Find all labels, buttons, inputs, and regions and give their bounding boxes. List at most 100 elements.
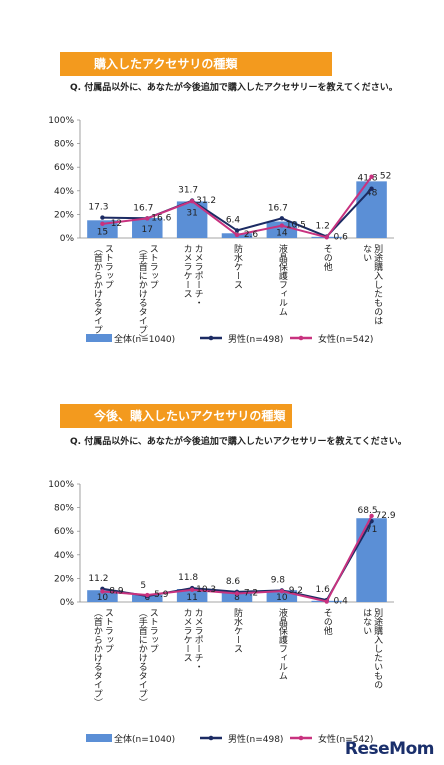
female-value-label: 0.6 bbox=[334, 232, 349, 242]
female-value-label: 0.4 bbox=[334, 597, 349, 607]
female-value-label: 52 bbox=[380, 172, 391, 182]
legend-label: 女性(n=542) bbox=[318, 733, 373, 745]
x-category-label: 別途購入したものは bbox=[372, 244, 383, 325]
bar-value-label: 48 bbox=[366, 188, 378, 198]
x-category-label: カメラポーチ・ bbox=[193, 244, 204, 307]
x-category-label: 防水ケース bbox=[232, 243, 243, 289]
bar-value-label: 31 bbox=[186, 208, 197, 218]
legend-label: 男性(n=498) bbox=[228, 333, 283, 345]
bar bbox=[266, 221, 298, 238]
bar bbox=[356, 518, 387, 602]
x-category-label: カメラケース bbox=[182, 244, 193, 298]
x-category-label: 液晶保護フィルム bbox=[277, 243, 288, 316]
x-category-label: ストラップ bbox=[103, 608, 113, 653]
bar bbox=[87, 220, 118, 238]
x-category-label: （首からかけるタイプ） bbox=[92, 608, 103, 707]
x-category-label: （手首にかけるタイプ） bbox=[137, 608, 148, 707]
male-value-label: 5 bbox=[140, 581, 146, 591]
female-value-label: 12 bbox=[111, 219, 122, 229]
y-tick-label: 60% bbox=[54, 163, 74, 173]
legend-swatch-marker bbox=[298, 735, 304, 741]
female-point bbox=[145, 592, 150, 598]
bar-value-label: 10 bbox=[276, 593, 288, 603]
male-value-label: 1.2 bbox=[316, 222, 330, 232]
male-value-label: 11.8 bbox=[178, 573, 198, 583]
y-tick-label: 60% bbox=[54, 527, 74, 537]
female-value-label: 9.2 bbox=[289, 586, 303, 596]
bar bbox=[132, 217, 163, 238]
y-tick-label: 0% bbox=[60, 234, 75, 244]
male-point bbox=[369, 186, 374, 191]
x-category-label: カメラポーチ・ bbox=[193, 608, 204, 671]
legend-swatch-marker bbox=[208, 735, 214, 741]
male-value-label: 16.7 bbox=[268, 203, 288, 213]
x-category-label: カメラケース bbox=[182, 608, 193, 662]
female-point bbox=[189, 587, 195, 593]
female-point bbox=[189, 198, 195, 204]
legend-swatch-marker bbox=[298, 335, 304, 341]
male-value-label: 68.5 bbox=[358, 506, 378, 516]
x-category-label: （首からかけるタイプ） bbox=[92, 244, 103, 343]
bar-value-label: 10 bbox=[97, 593, 109, 603]
female-point bbox=[100, 221, 105, 227]
male-value-label: 16.7 bbox=[133, 203, 153, 213]
chart2-question: Q. 付属品以外に、あなたが今後追加で購入したいアクセサリーを教えてください。 bbox=[70, 437, 407, 447]
legend-swatch-marker bbox=[208, 335, 214, 341]
x-category-label: （手首にかけるタイプ） bbox=[137, 244, 148, 343]
female-point bbox=[145, 216, 150, 221]
bar-value-label: 15 bbox=[97, 227, 108, 237]
x-category-label: 液晶保護フィルム bbox=[277, 607, 288, 680]
male-value-label: 9.8 bbox=[271, 575, 286, 585]
female-value-label: 10.3 bbox=[196, 585, 216, 595]
x-category-label: ストラップ bbox=[148, 244, 158, 289]
x-category-label: その他 bbox=[322, 244, 333, 272]
legend-label: 全体(n=1040) bbox=[114, 333, 175, 345]
female-point bbox=[324, 599, 329, 604]
bar-value-label: 17 bbox=[142, 225, 153, 235]
legend-swatch-all bbox=[86, 734, 112, 742]
female-value-label: 10.5 bbox=[286, 221, 306, 231]
x-category-label: はない bbox=[361, 608, 372, 635]
x-category-label: 防水ケース bbox=[232, 607, 243, 653]
y-tick-label: 20% bbox=[54, 574, 74, 584]
male-value-label: 11.2 bbox=[88, 574, 108, 584]
chart2-banner: 今後、購入したいアクセサリの種類 bbox=[60, 404, 292, 428]
female-value-label: 31.2 bbox=[196, 196, 216, 206]
y-tick-label: 100% bbox=[48, 480, 74, 490]
chart1-svg: 100%80%60%40%20%0%1517314144817.316.731.… bbox=[48, 116, 394, 345]
bar bbox=[266, 590, 298, 602]
legend-swatch-all bbox=[86, 334, 112, 342]
female-point bbox=[234, 232, 240, 238]
x-category-label: ストラップ bbox=[103, 244, 113, 289]
bar-value-label: 8 bbox=[234, 593, 240, 603]
bar bbox=[87, 590, 118, 602]
female-value-label: 16.6 bbox=[151, 213, 171, 223]
y-tick-label: 20% bbox=[54, 210, 74, 220]
female-value-label: 7.2 bbox=[244, 589, 258, 599]
male-point bbox=[100, 215, 105, 220]
chart2-svg: 100%80%60%40%20%0%106118107111.2511.88.6… bbox=[48, 480, 396, 745]
x-category-label: ない bbox=[361, 244, 372, 262]
female-point bbox=[369, 174, 374, 179]
female-point bbox=[369, 513, 374, 519]
y-tick-label: 40% bbox=[54, 187, 74, 197]
chart1-question: Q. 付属品以外に、あなたが今後追加で購入したアクセサリーを教えてください。 bbox=[70, 83, 398, 93]
bar bbox=[221, 592, 253, 602]
female-value-label: 8.9 bbox=[109, 586, 124, 596]
y-tick-label: 80% bbox=[54, 140, 74, 150]
bar-value-label: 11 bbox=[186, 593, 197, 603]
male-value-label: 8.6 bbox=[226, 577, 241, 587]
female-value-label: 72.9 bbox=[376, 511, 396, 521]
legend-label: 全体(n=1040) bbox=[114, 733, 175, 745]
x-category-label: その他 bbox=[322, 608, 333, 636]
chart1-banner: 購入したアクセサリの種類 bbox=[60, 52, 332, 76]
y-tick-label: 0% bbox=[60, 598, 75, 608]
x-category-label: 別途購入したいもの bbox=[372, 608, 383, 689]
bar-value-label: 71 bbox=[366, 525, 377, 535]
female-value-label: 5.9 bbox=[154, 590, 169, 600]
male-value-label: 17.3 bbox=[88, 203, 108, 213]
female-point bbox=[324, 235, 329, 240]
female-point bbox=[100, 589, 105, 594]
male-point bbox=[279, 216, 285, 221]
y-tick-label: 100% bbox=[48, 116, 74, 126]
